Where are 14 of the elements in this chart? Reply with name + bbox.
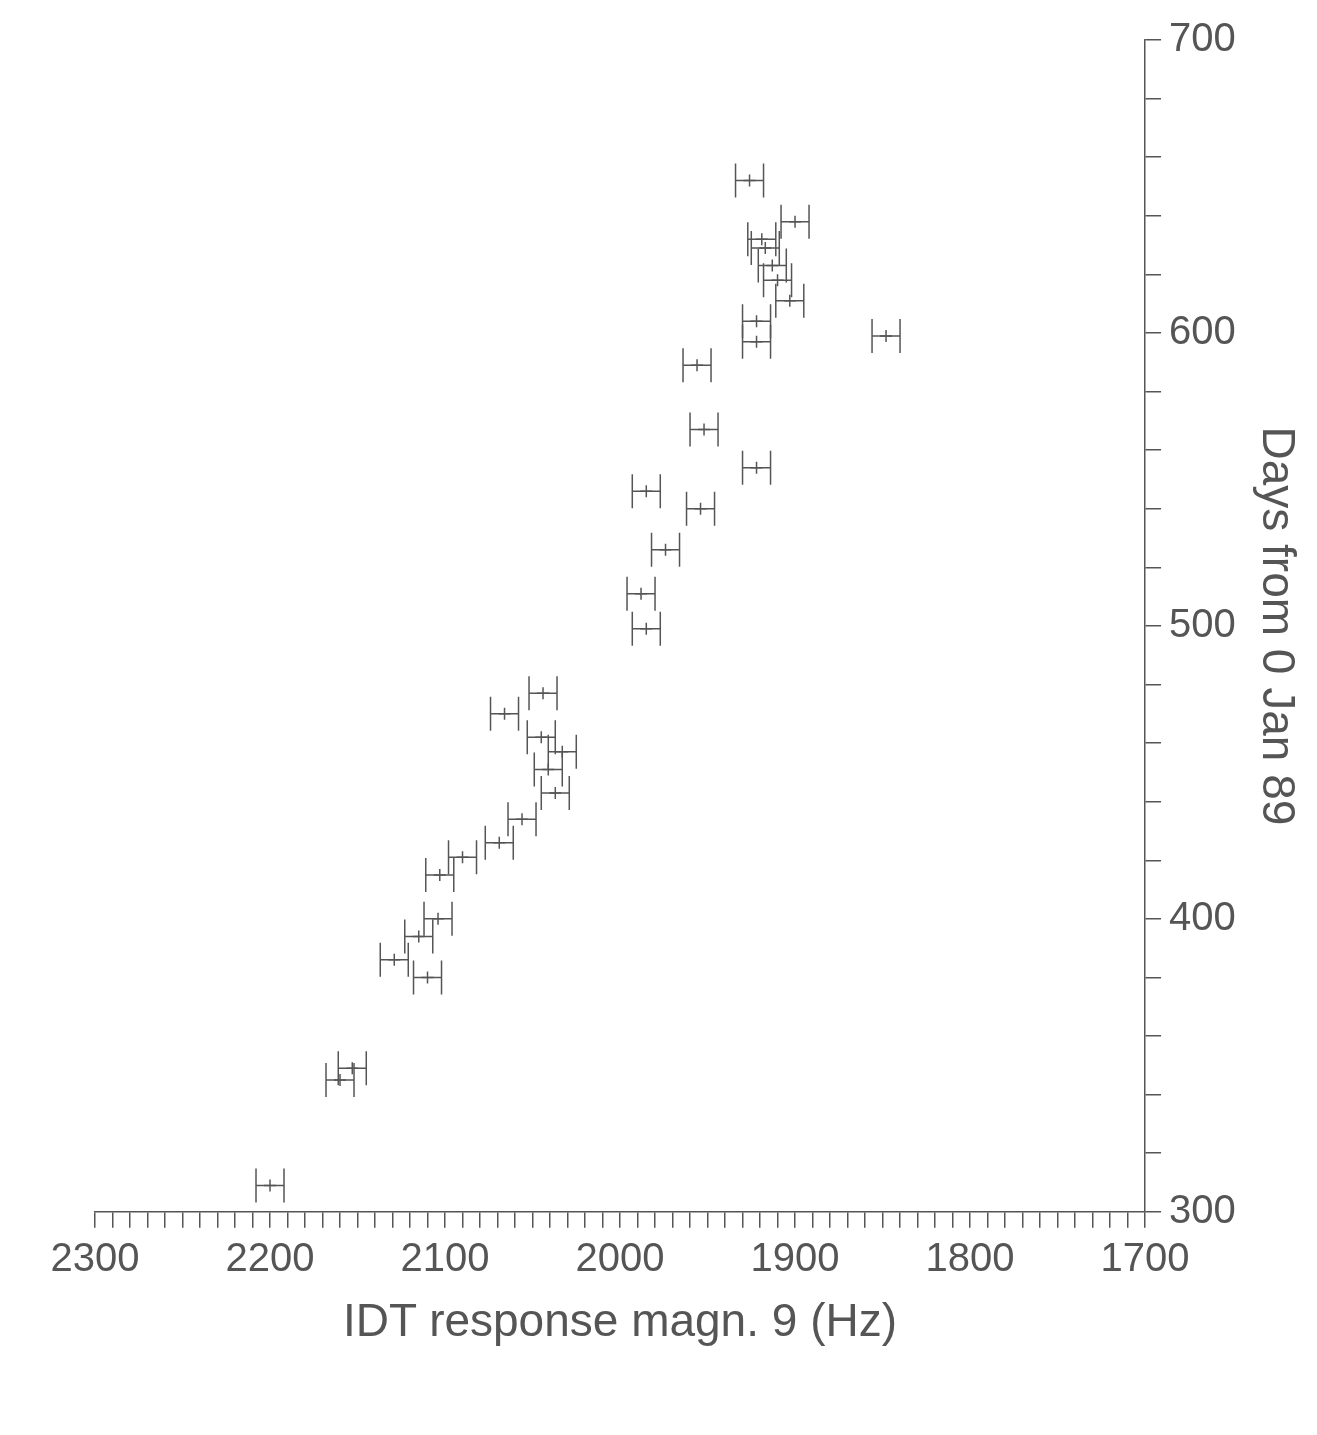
y-tick-label: 600 xyxy=(1169,307,1236,352)
y-axis-title: Days from 0 Jan 89 xyxy=(1252,426,1305,826)
x-tick-label: 2000 xyxy=(575,1234,665,1279)
x-tick-label: 1900 xyxy=(750,1234,840,1279)
x-tick-label: 2100 xyxy=(400,1234,490,1279)
x-tick-label: 1700 xyxy=(1100,1234,1190,1279)
y-tick-label: 300 xyxy=(1169,1186,1236,1231)
x-tick-label: 2300 xyxy=(50,1234,140,1279)
x-tick-label: 2200 xyxy=(225,1234,315,1279)
y-tick-label: 700 xyxy=(1169,15,1236,60)
y-tick-label: 400 xyxy=(1169,893,1236,938)
x-axis-title: IDT response magn. 9 (Hz) xyxy=(343,1294,897,1347)
x-tick-label: 1800 xyxy=(925,1234,1015,1279)
y-tick-label: 500 xyxy=(1169,600,1236,645)
